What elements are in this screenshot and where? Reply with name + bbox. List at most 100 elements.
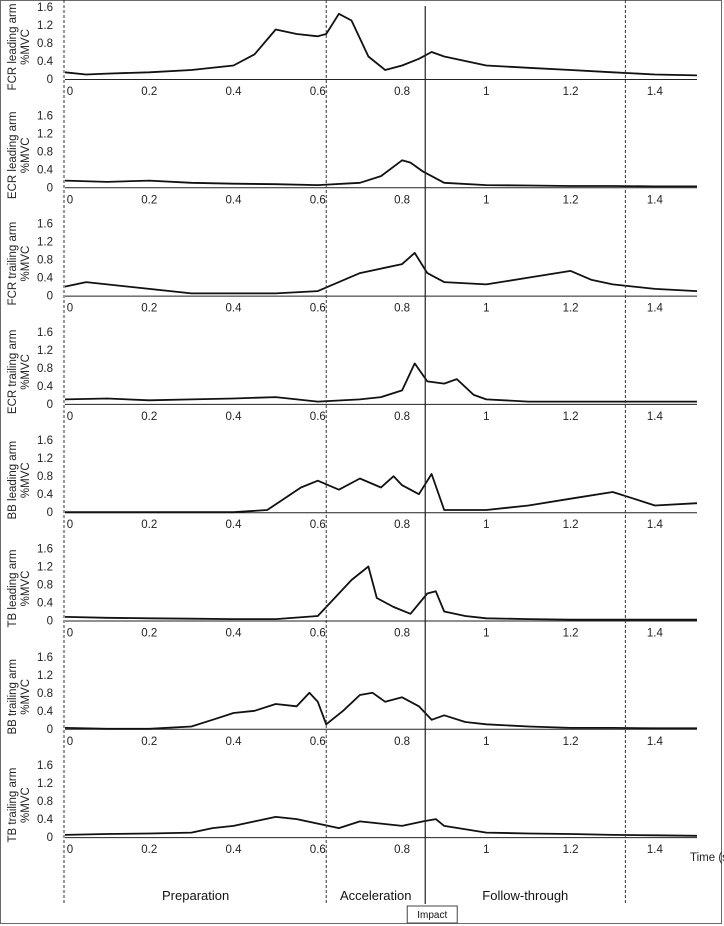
x-tick-label: 0	[67, 86, 73, 98]
y-axis-label: FCR trailing arm %MVC	[7, 222, 32, 306]
x-tick-label: 1.2	[563, 736, 579, 748]
phase-label: Follow-through	[482, 888, 568, 903]
emg-series-line	[64, 12, 698, 77]
y-tick-label: 0	[47, 399, 53, 411]
x-tick-label: 0	[67, 628, 73, 640]
y-axis-label: TB trailing arm %MVC	[7, 768, 32, 843]
y-axis-label-muscle: BB trailing arm	[7, 659, 19, 734]
y-tick-label: 0.8	[37, 38, 53, 50]
x-tick-label: 0.4	[226, 736, 243, 748]
x-axis-title: Time (s	[690, 852, 724, 864]
x-tick-label: 0	[67, 844, 73, 856]
y-tick-label: 0.8	[37, 471, 53, 483]
x-tick-label: 1.2	[563, 303, 579, 315]
y-axis-label-muscle: BB leading arm	[7, 441, 19, 520]
emg-series-line	[64, 691, 697, 730]
x-tick-label: 1.4	[647, 736, 664, 748]
x-tick-label: 1.2	[563, 628, 579, 640]
x-tick-label: 0	[67, 736, 73, 748]
x-tick-label: 1.4	[647, 519, 664, 531]
x-tick-label: 0.4	[226, 86, 243, 98]
y-tick-label: 0.4	[37, 489, 54, 501]
x-tick-label: 0.4	[226, 303, 243, 315]
y-tick-label: 1.2	[37, 778, 53, 790]
x-tick-label: 1.4	[647, 303, 664, 315]
y-axis-label: BB leading arm %MVC	[7, 441, 32, 520]
x-tick-label: 0.6	[310, 303, 326, 315]
x-tick-label: 0.8	[394, 411, 410, 423]
y-tick-label: 1.6	[37, 544, 53, 556]
y-tick-label: 0.4	[37, 381, 54, 393]
y-axis-label-muscle: ECR leading arm	[7, 112, 19, 200]
emg-series-line	[65, 473, 698, 514]
x-tick-label: 0.8	[394, 194, 410, 206]
y-axis-label-unit: %MVC	[20, 679, 32, 715]
emg-series-line	[64, 816, 698, 837]
y-tick-label: 0.4	[37, 273, 54, 285]
y-tick-label: 1.6	[37, 219, 53, 231]
x-tick-label: 0.6	[310, 844, 326, 856]
y-tick-label: 1.6	[37, 327, 53, 339]
x-tick-label: 0.8	[394, 86, 410, 98]
y-tick-label: 1.2	[37, 453, 53, 465]
emg-series-line	[64, 251, 698, 295]
x-tick-label: 0.6	[310, 86, 326, 98]
y-axis-label-unit: %MVC	[20, 246, 32, 282]
x-tick-label: 1	[483, 194, 489, 206]
emg-series-line	[64, 362, 697, 403]
y-tick-label: 0	[47, 291, 53, 303]
y-axis-label-muscle: TB leading arm	[7, 550, 19, 628]
x-tick-label: 1	[483, 86, 489, 98]
x-tick-label: 0.8	[394, 736, 410, 748]
x-tick-label: 1.2	[563, 194, 579, 206]
x-tick-label: 0.4	[226, 844, 243, 856]
x-tick-label: 0.2	[141, 628, 157, 640]
x-tick-label: 0	[67, 411, 73, 423]
y-axis-label: TB leading arm %MVC	[7, 550, 32, 628]
y-tick-label: 0.4	[37, 56, 54, 68]
x-tick-label: 0	[67, 519, 73, 531]
x-tick-label: 0.8	[394, 844, 410, 856]
y-axis-label-unit: %MVC	[20, 137, 32, 173]
y-tick-label: 0	[47, 507, 53, 519]
x-tick-label: 1.2	[563, 844, 579, 856]
x-tick-label: 0.8	[394, 519, 410, 531]
x-tick-label: 0.2	[141, 86, 157, 98]
y-tick-label: 0.8	[37, 580, 53, 592]
y-axis-label-muscle: FCR leading arm	[7, 4, 19, 91]
x-tick-label: 0.6	[310, 194, 326, 206]
phase-label: Acceleration	[340, 888, 412, 903]
y-axis-label: BB trailing arm %MVC	[7, 659, 32, 734]
y-tick-label: 1.2	[37, 670, 53, 682]
x-tick-label: 0.2	[141, 303, 157, 315]
y-tick-label: 0.8	[37, 363, 53, 375]
y-tick-label: 0.4	[37, 814, 54, 826]
y-tick-label: 0.4	[37, 598, 54, 610]
y-tick-label: 1.2	[37, 237, 53, 249]
x-tick-label: 0.6	[310, 411, 326, 423]
y-axis-label-unit: %MVC	[20, 571, 32, 607]
y-tick-label: 1.6	[37, 760, 53, 772]
x-tick-label: 0.2	[141, 411, 157, 423]
x-tick-label: 1	[483, 519, 489, 531]
y-tick-label: 0.8	[37, 255, 53, 267]
x-tick-label: 0.4	[226, 194, 243, 206]
x-tick-label: 1	[483, 411, 489, 423]
x-tick-label: 1	[483, 736, 489, 748]
y-axis-label-unit: %MVC	[20, 29, 32, 65]
x-tick-label: 1.4	[647, 844, 664, 856]
x-tick-label: 0.8	[394, 628, 410, 640]
y-tick-label: 0.8	[37, 146, 53, 158]
impact-label: Impact	[417, 910, 447, 921]
x-tick-label: 1.4	[647, 411, 664, 423]
x-tick-label: 0.4	[226, 628, 243, 640]
y-axis-label-unit: %MVC	[20, 787, 32, 823]
x-tick-label: 0.8	[394, 303, 410, 315]
x-tick-label: 0.4	[226, 411, 243, 423]
x-tick-label: 1.4	[647, 86, 664, 98]
x-tick-label: 0.6	[310, 519, 326, 531]
y-tick-label: 1.2	[37, 562, 53, 574]
x-tick-label: 1.2	[563, 411, 579, 423]
y-tick-label: 1.6	[37, 2, 53, 14]
